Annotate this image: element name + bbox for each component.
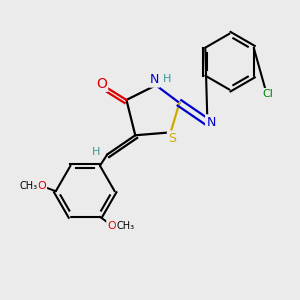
- Text: N: N: [206, 116, 216, 128]
- Text: N: N: [150, 74, 159, 86]
- Text: S: S: [168, 132, 176, 145]
- Text: O: O: [107, 220, 116, 231]
- Text: CH₃: CH₃: [19, 181, 38, 191]
- Text: O: O: [96, 77, 107, 91]
- Text: O: O: [37, 181, 46, 191]
- Text: CH₃: CH₃: [117, 220, 135, 231]
- Text: H: H: [163, 74, 171, 84]
- Text: Cl: Cl: [262, 89, 273, 99]
- Text: H: H: [92, 147, 100, 157]
